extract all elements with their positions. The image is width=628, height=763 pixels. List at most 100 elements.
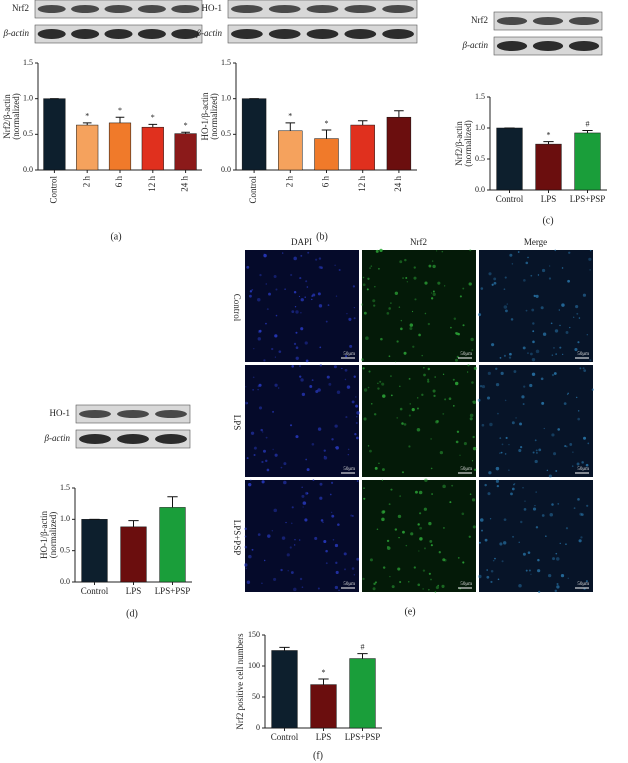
cell-dot [399, 260, 403, 264]
cell-dot [565, 527, 569, 530]
cell-dot [259, 273, 262, 277]
cell-dot [508, 443, 510, 446]
cell-dot [535, 349, 540, 354]
cell-dot [488, 272, 492, 276]
cell-dot [567, 577, 569, 580]
cell-dot [354, 432, 357, 436]
cell-dot [556, 583, 559, 586]
bar [386, 116, 412, 171]
bar [81, 519, 108, 583]
cell-dot [564, 445, 567, 448]
cell-dot [542, 332, 547, 336]
cell-dot [263, 253, 265, 255]
cell-dot [329, 493, 332, 496]
cell-dot [531, 308, 535, 312]
blot-band [137, 5, 166, 13]
cell-dot [520, 445, 523, 449]
y-tick-label: 0.0 [60, 577, 70, 586]
cell-dot [416, 427, 421, 432]
micrograph [362, 250, 476, 362]
y-axis-label: (normalized) [209, 93, 219, 139]
cell-dot [532, 340, 535, 344]
cell-dot [258, 406, 263, 410]
cell-dot [454, 358, 458, 362]
cell-dot [315, 258, 318, 261]
cell-dot [401, 422, 404, 425]
cell-dot [495, 479, 499, 483]
cell-dot [554, 589, 558, 593]
cell-dot [305, 280, 308, 283]
cell-dot [552, 557, 556, 561]
cell-dot [424, 312, 427, 315]
error-bar [357, 120, 368, 126]
cell-dot [293, 587, 297, 592]
cell-dot [509, 253, 513, 257]
cell-dot [356, 411, 360, 415]
cell-dot [363, 497, 366, 500]
bar [159, 507, 186, 583]
error-bar [318, 678, 329, 685]
y-tick-label: 0.0 [221, 165, 231, 174]
cell-dot [356, 557, 360, 561]
cell-dot [397, 514, 402, 519]
cell-dot [427, 322, 431, 326]
cell-dot [525, 309, 528, 312]
cell-dot [522, 486, 524, 489]
cell-dot [504, 453, 507, 455]
cell-dot [535, 294, 539, 298]
cell-dot [568, 251, 571, 254]
cell-dot [494, 557, 496, 560]
cell-dot [374, 466, 378, 470]
cell-dot [495, 367, 498, 370]
cell-dot [452, 378, 455, 381]
cell-dot [260, 428, 263, 432]
cell-dot [386, 312, 390, 315]
cell-dot [503, 541, 507, 545]
cell-dot [396, 417, 399, 419]
cell-dot [454, 381, 459, 386]
cell-dot [351, 567, 355, 570]
cell-dot [471, 460, 474, 462]
cell-dot [375, 581, 377, 584]
blot-label: β-actin [44, 433, 71, 443]
blot-band [496, 41, 528, 51]
cell-dot [563, 402, 567, 405]
cell-dot [553, 452, 557, 456]
cell-dot [519, 422, 523, 426]
cell-dot [562, 353, 564, 355]
cell-dot [513, 483, 515, 486]
error-bar [279, 646, 290, 651]
cell-dot [332, 539, 335, 541]
scale-bar-label: 50μm [460, 582, 472, 587]
cell-dot [325, 549, 328, 553]
cell-dot [408, 414, 411, 417]
cell-dot [533, 294, 536, 298]
cell-dot [282, 252, 284, 254]
cell-dot [423, 547, 426, 550]
cell-dot [565, 543, 567, 545]
cell-dot [532, 451, 535, 454]
cell-dot [261, 431, 264, 433]
blot-band [155, 410, 187, 418]
x-tick-label: LPS+PSP [345, 732, 381, 742]
cell-dot [370, 403, 373, 405]
cell-dot [428, 264, 432, 268]
cell-dot [462, 324, 465, 327]
cell-dot [421, 393, 424, 397]
cell-dot [513, 370, 517, 373]
cell-dot [541, 268, 546, 273]
cell-dot [250, 479, 252, 482]
cell-dot [508, 356, 512, 359]
cell-dot [284, 288, 286, 290]
cell-dot [457, 556, 460, 559]
y-tick-label: 0 [256, 723, 260, 732]
micrograph [479, 480, 593, 592]
cell-dot [274, 453, 278, 457]
cell-dot [417, 523, 420, 526]
cell-dot [491, 283, 494, 286]
x-tick-label: 2 h [284, 176, 294, 188]
y-tick-label: 50 [252, 692, 260, 701]
cell-dot [341, 367, 343, 370]
cell-dot [430, 297, 434, 300]
cell-dot [522, 346, 526, 350]
